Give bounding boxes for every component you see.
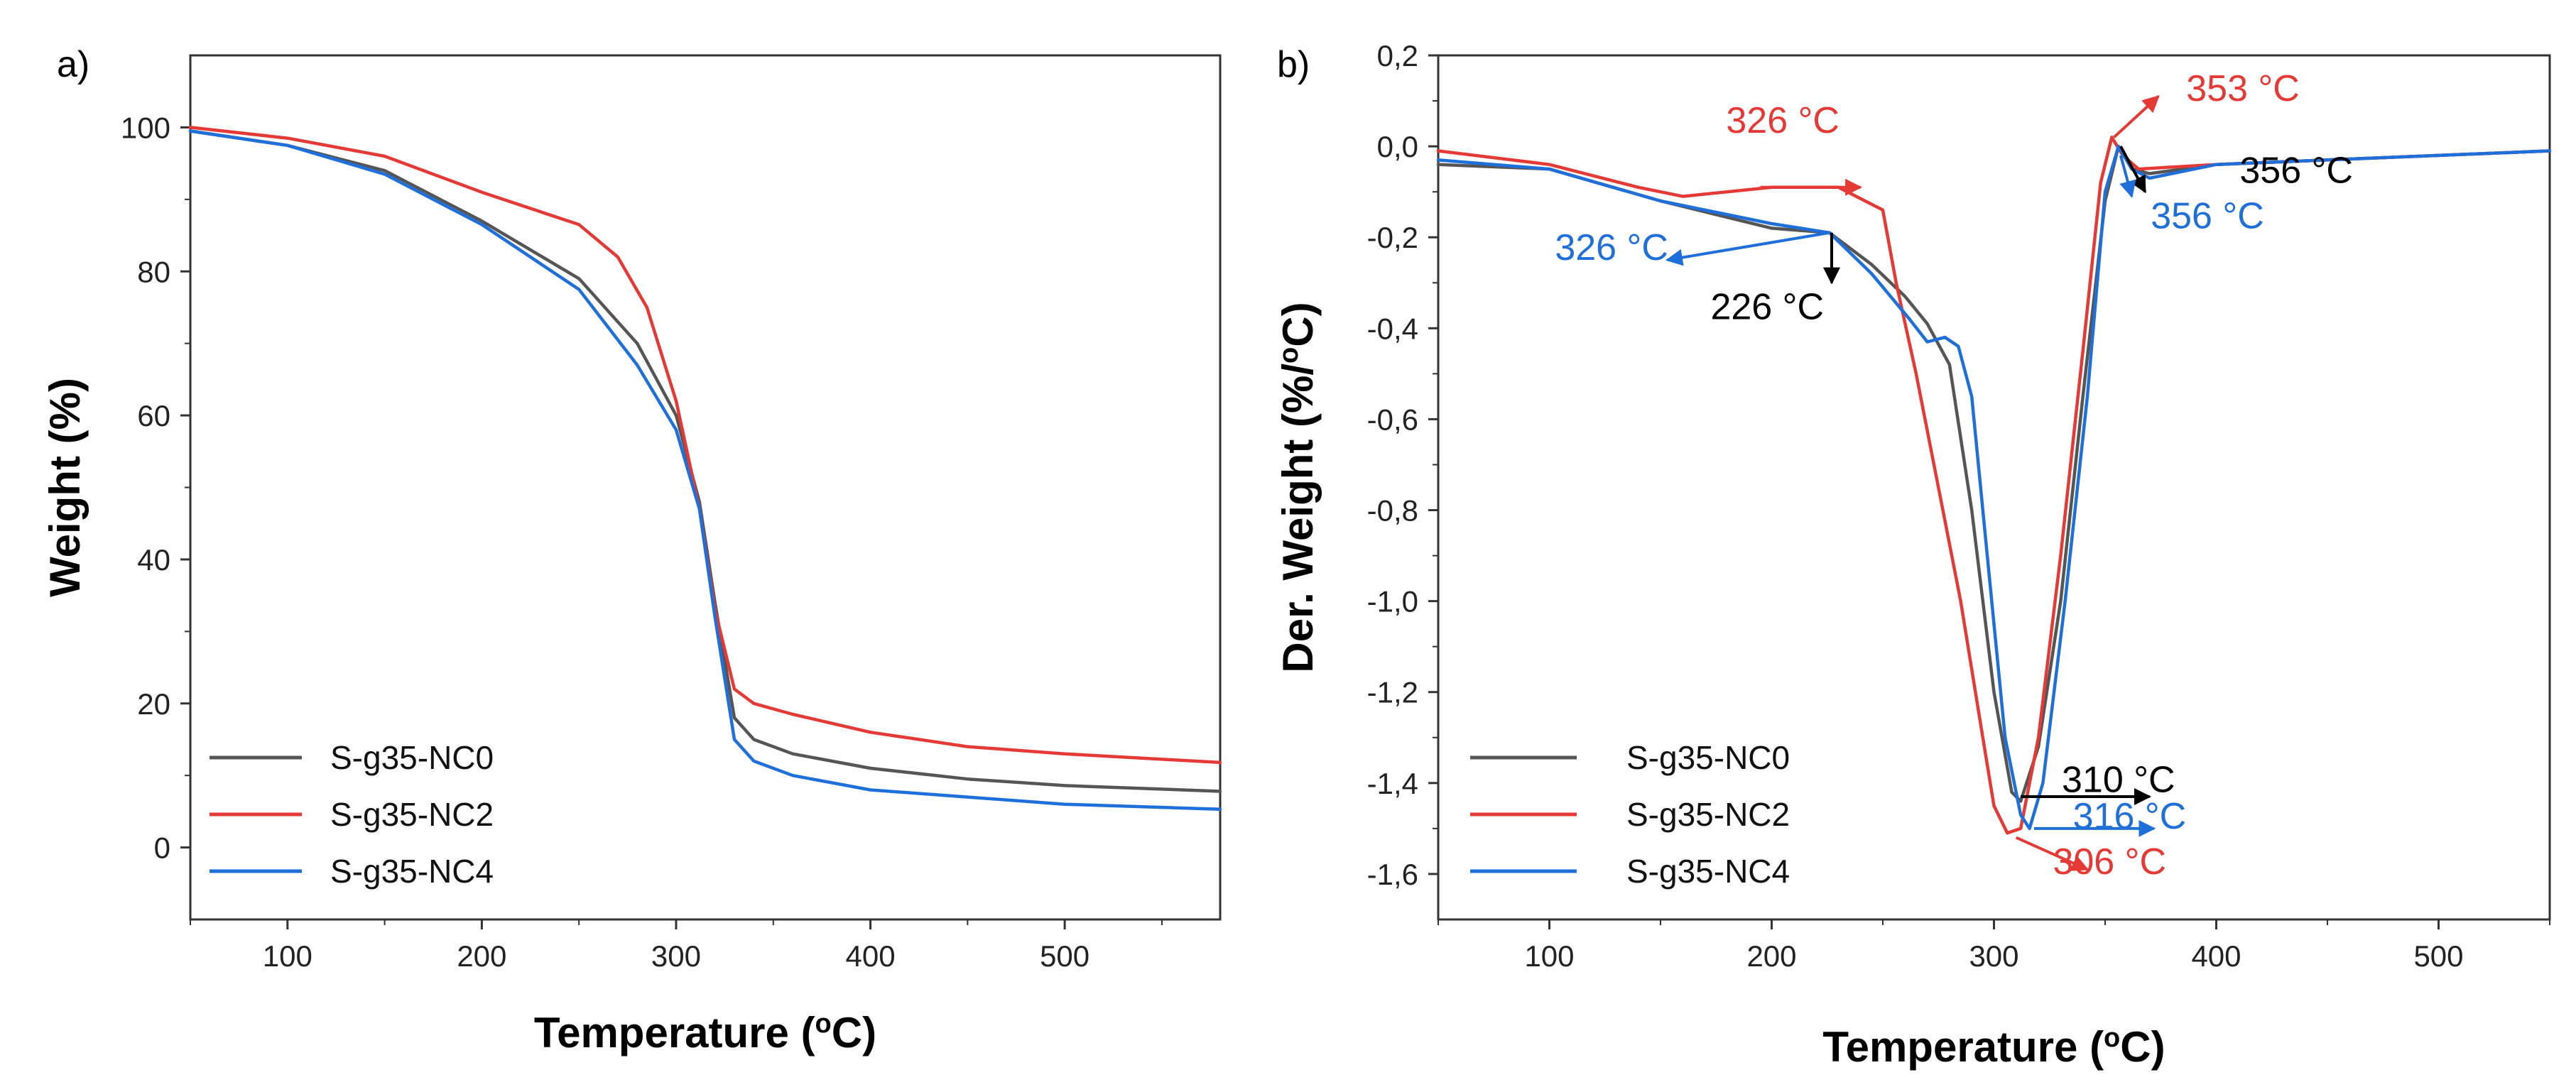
x-tick-label: 100 — [263, 939, 313, 973]
x-tick-label: 400 — [846, 939, 896, 973]
x-axis-title: Temperature (oC) — [534, 1009, 876, 1056]
y-tick-label: 0,0 — [1377, 130, 1418, 163]
legend-label: S-g35-NC2 — [330, 796, 494, 833]
x-tick-label: 100 — [1524, 939, 1574, 973]
x-tick-label: 500 — [1040, 939, 1089, 973]
annotation-label: 326 °C — [1726, 100, 1839, 141]
y-tick-label: -0,4 — [1367, 312, 1418, 345]
annotation-label: 316 °C — [2073, 796, 2187, 837]
x-tick-label: 300 — [651, 939, 701, 973]
y-tick-label: 20 — [137, 687, 170, 721]
y-tick-label: -1,0 — [1367, 585, 1418, 618]
y-axis-title: Der. Weight (%/oC) — [1274, 302, 1322, 672]
x-tick-label: 400 — [2191, 939, 2241, 973]
annotation-arrow — [2119, 146, 2147, 194]
series-line-S-g35-NC2 — [188, 126, 1222, 765]
annotation-arrow — [1665, 231, 1830, 266]
y-tick-label: -1,6 — [1367, 858, 1418, 891]
y-tick-label: 100 — [121, 111, 170, 144]
y-tick-label: -1,4 — [1367, 767, 1418, 800]
chart-panel-a: 100 200 300 400 500 0 20 40 60 80 100 S-g35-NC0 S-g3… — [41, 44, 1222, 1056]
x-tick-label: 500 — [2413, 939, 2463, 973]
panel-label: b) — [1277, 44, 1310, 85]
series-line-S-g35-NC4 — [1436, 144, 2552, 831]
y-tick-label: -0,6 — [1367, 403, 1418, 436]
annotation-label: 326 °C — [1555, 227, 1668, 268]
annotation-label: 226 °C — [1710, 287, 1824, 328]
plot-frame — [189, 54, 1222, 921]
x-tick-label: 200 — [457, 939, 506, 973]
legend-label: S-g35-NC0 — [1626, 739, 1790, 776]
x-tick-label: 200 — [1746, 939, 1796, 973]
annotation-label: 356 °C — [2151, 195, 2264, 236]
y-axis-title: Weight (%) — [41, 378, 89, 597]
legend-label: S-g35-NC4 — [330, 853, 494, 890]
y-tick-label: 0 — [154, 831, 170, 865]
y-tick-label: -0,8 — [1367, 494, 1418, 528]
x-tick-label: 300 — [1969, 939, 2018, 973]
series-line-S-g35-NC0 — [188, 129, 1222, 793]
annotation-arrow — [2015, 836, 2089, 871]
annotation-label: 306 °C — [2053, 841, 2166, 883]
y-tick-label: -0,2 — [1367, 221, 1418, 254]
legend-label: S-g35-NC4 — [1626, 853, 1790, 890]
y-tick-label: -1,2 — [1367, 676, 1418, 709]
panel-label: a) — [57, 44, 89, 85]
chart-panel-b: 100 200 300 400 500 0,2 0,0 -0,2 -0,4 -0,6 -0,8 -1,… — [1274, 39, 2552, 1071]
annotation-label: 356 °C — [2239, 150, 2353, 191]
annotation-arrow — [2113, 95, 2160, 138]
y-tick-label: 40 — [137, 543, 170, 577]
y-tick-label: 60 — [137, 399, 170, 432]
x-axis-title: Temperature (oC) — [1822, 1023, 2165, 1071]
series-line-S-g35-NC4 — [188, 129, 1222, 812]
annotation-arrow — [2119, 155, 2136, 198]
annotation-label: 353 °C — [2186, 68, 2300, 109]
y-tick-label: 0,2 — [1377, 39, 1418, 72]
legend-label: S-g35-NC0 — [330, 739, 494, 776]
y-tick-label: 80 — [137, 255, 170, 288]
legend-label: S-g35-NC2 — [1626, 796, 1790, 833]
annotation-label: 310 °C — [2062, 760, 2175, 801]
